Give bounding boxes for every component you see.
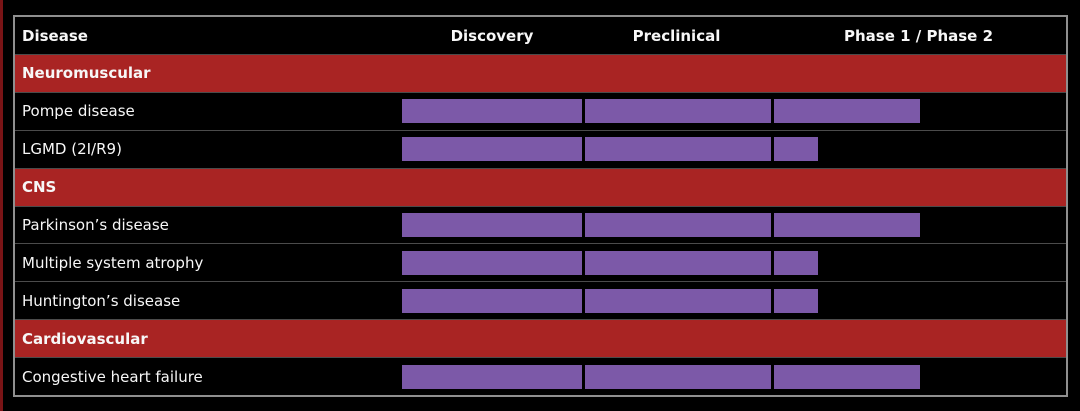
progress-bar-fill-phase-1-2 bbox=[774, 213, 920, 237]
disease-row-huntington-s-disease: Huntington’s disease bbox=[15, 281, 1066, 319]
bar-cell-preclinical bbox=[582, 213, 771, 237]
section-row-cns: CNS bbox=[15, 167, 1066, 206]
progress-bar-fill-preclinical bbox=[585, 99, 771, 124]
progress-bar-fill-preclinical bbox=[585, 213, 771, 237]
column-header-disease: Disease bbox=[22, 26, 88, 45]
bar-track bbox=[402, 244, 1066, 281]
disease-row-congestive-heart-failure: Congestive heart failure bbox=[15, 357, 1066, 395]
table-header-row: Disease Discovery Preclinical Phase 1 / … bbox=[15, 17, 1066, 54]
bar-cell-discovery bbox=[402, 288, 582, 313]
progress-bar-fill-preclinical bbox=[585, 137, 771, 162]
column-header-discovery: Discovery bbox=[450, 26, 534, 45]
disease-row-pompe-disease: Pompe disease bbox=[15, 91, 1066, 130]
section-row-neuromuscular: Neuromuscular bbox=[15, 54, 1066, 92]
bar-track bbox=[402, 282, 1066, 319]
disease-name: LGMD (2I/R9) bbox=[22, 140, 122, 159]
pipeline-table: Disease Discovery Preclinical Phase 1 / … bbox=[13, 15, 1068, 397]
bar-cell-discovery bbox=[402, 213, 582, 237]
section-label: Neuromuscular bbox=[22, 64, 151, 83]
disease-row-lgmd-2i-r9: LGMD (2I/R9) bbox=[15, 129, 1066, 168]
progress-bar-fill-phase-1-2 bbox=[774, 137, 818, 162]
bar-cell-preclinical bbox=[582, 364, 771, 389]
progress-bar-fill-preclinical bbox=[585, 250, 771, 275]
disease-row-parkinson-s-disease: Parkinson’s disease bbox=[15, 205, 1066, 244]
section-row-cardiovascular: Cardiovascular bbox=[15, 319, 1066, 358]
section-label: CNS bbox=[22, 178, 57, 197]
disease-name: Multiple system atrophy bbox=[22, 253, 204, 272]
column-header-preclinical: Preclinical bbox=[632, 26, 721, 45]
bar-cell-discovery bbox=[402, 99, 582, 124]
disease-name: Parkinson’s disease bbox=[22, 216, 169, 234]
phase-column-headers: Discovery Preclinical Phase 1 / Phase 2 bbox=[402, 17, 1066, 54]
progress-bar-fill-discovery bbox=[402, 137, 582, 162]
bar-track bbox=[402, 207, 1066, 244]
bar-track bbox=[402, 131, 1066, 168]
bar-cell-preclinical bbox=[582, 250, 771, 275]
disease-name: Congestive heart failure bbox=[22, 367, 203, 386]
bar-cell-phase-1-2 bbox=[771, 99, 1066, 124]
bar-cell-preclinical bbox=[582, 99, 771, 124]
bar-cell-phase-1-2 bbox=[771, 364, 1066, 389]
bar-cell-phase-1-2 bbox=[771, 213, 1066, 237]
progress-bar-fill-phase-1-2 bbox=[774, 288, 818, 313]
bar-cell-preclinical bbox=[582, 288, 771, 313]
bar-cell-discovery bbox=[402, 250, 582, 275]
progress-bar-fill-preclinical bbox=[585, 364, 771, 389]
disease-name: Pompe disease bbox=[22, 102, 135, 121]
progress-bar-fill-phase-1-2 bbox=[774, 364, 920, 389]
column-header-phase1-phase2: Phase 1 / Phase 2 bbox=[843, 26, 994, 45]
bar-track bbox=[402, 358, 1066, 395]
bar-cell-phase-1-2 bbox=[771, 250, 1066, 275]
bar-cell-phase-1-2 bbox=[771, 288, 1066, 313]
bar-cell-preclinical bbox=[582, 137, 771, 162]
progress-bar-fill-phase-1-2 bbox=[774, 250, 818, 275]
progress-bar-fill-preclinical bbox=[585, 288, 771, 313]
bar-cell-discovery bbox=[402, 137, 582, 162]
progress-bar-fill-discovery bbox=[402, 250, 582, 275]
progress-bar-fill-discovery bbox=[402, 364, 582, 389]
left-edge-stripe bbox=[0, 0, 3, 411]
progress-bar-fill-discovery bbox=[402, 99, 582, 124]
section-label: Cardiovascular bbox=[22, 329, 148, 348]
progress-bar-fill-phase-1-2 bbox=[774, 99, 920, 124]
progress-bar-fill-discovery bbox=[402, 288, 582, 313]
disease-row-multiple-system-atrophy: Multiple system atrophy bbox=[15, 243, 1066, 281]
progress-bar-fill-discovery bbox=[402, 213, 582, 237]
bar-track bbox=[402, 93, 1066, 130]
disease-name: Huntington’s disease bbox=[22, 291, 181, 310]
bar-cell-discovery bbox=[402, 364, 582, 389]
bar-cell-phase-1-2 bbox=[771, 137, 1066, 162]
